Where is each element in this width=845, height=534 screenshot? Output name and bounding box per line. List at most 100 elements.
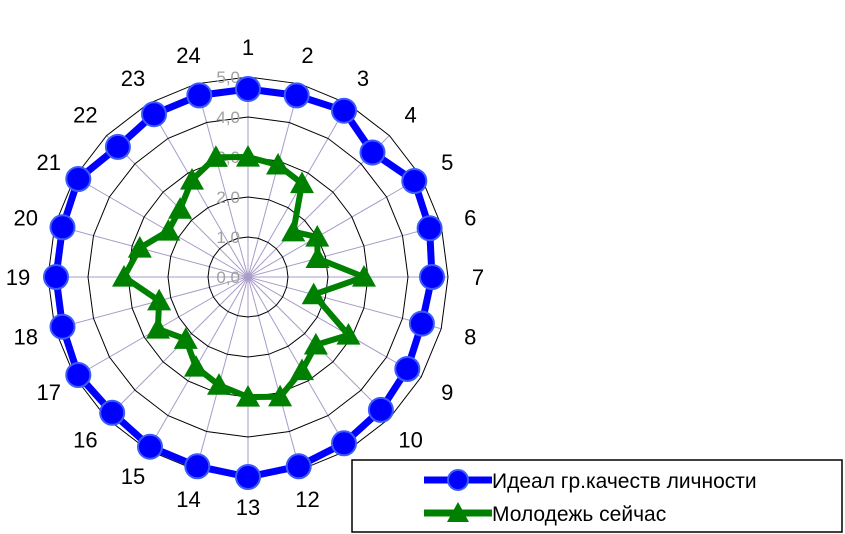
category-label: 20 — [14, 206, 38, 231]
data-point — [184, 453, 211, 480]
series-1 — [43, 76, 445, 490]
category-label: 1 — [242, 35, 254, 60]
data-point — [290, 171, 314, 194]
category-label: 12 — [295, 487, 319, 512]
data-point — [290, 358, 314, 381]
data-point — [173, 327, 198, 349]
spoke — [247, 276, 422, 378]
category-label: 21 — [37, 150, 61, 175]
data-point — [43, 264, 69, 290]
data-point — [305, 225, 330, 247]
series-2 — [112, 145, 376, 407]
data-point — [268, 384, 293, 407]
data-point — [112, 265, 136, 287]
spoke — [54, 224, 249, 278]
data-point — [336, 323, 361, 345]
grid-ring — [207, 236, 289, 318]
category-label: 23 — [121, 66, 145, 91]
data-point — [408, 310, 435, 337]
data-point — [104, 133, 131, 160]
category-label: 14 — [176, 487, 200, 512]
tick-label: 5,0 — [216, 68, 240, 87]
category-label: 10 — [398, 428, 422, 453]
data-point — [147, 288, 172, 311]
data-point — [283, 82, 310, 109]
data-point — [301, 282, 326, 305]
spoke — [247, 276, 442, 330]
spoke — [74, 176, 249, 278]
data-point — [352, 265, 376, 287]
spoke — [147, 103, 249, 278]
data-point — [394, 356, 421, 382]
category-label: 24 — [176, 43, 200, 68]
data-point — [65, 166, 92, 192]
data-point — [49, 313, 76, 340]
spoke — [247, 83, 301, 278]
tick-label: 1,0 — [216, 228, 240, 247]
data-point — [419, 264, 445, 290]
category-label: 16 — [73, 428, 97, 453]
data-point — [236, 145, 260, 167]
legend-label-series-1: Идеал гр.качеств личности — [492, 470, 757, 493]
data-point — [367, 396, 394, 423]
category-label: 5 — [441, 150, 453, 175]
category-label: 17 — [37, 380, 61, 405]
legend-marker-triangle — [447, 502, 469, 522]
radial-tick-labels: 0,01,02,03,04,05,0 — [216, 68, 240, 287]
series-layer — [43, 76, 445, 490]
data-point — [137, 433, 163, 460]
spoke — [247, 224, 442, 278]
legend-box — [351, 459, 843, 533]
category-label: 6 — [464, 206, 476, 231]
data-point — [207, 373, 232, 395]
data-point — [99, 399, 126, 426]
data-point — [266, 152, 291, 175]
category-label: 18 — [14, 325, 38, 350]
data-point — [401, 168, 428, 194]
tick-label: 0,0 — [216, 268, 240, 287]
data-point — [203, 145, 228, 167]
spoke — [195, 276, 249, 471]
legend-marker-circle — [447, 469, 469, 491]
data-point — [65, 362, 92, 388]
category-label: 4 — [404, 102, 416, 127]
data-point — [416, 215, 443, 242]
data-point — [235, 464, 261, 490]
spoke — [195, 83, 249, 278]
data-point — [235, 76, 261, 102]
data-point — [180, 168, 204, 190]
data-point — [331, 430, 357, 457]
legend-label-series-2: Молодежь сейчас — [492, 503, 666, 526]
category-label: 15 — [121, 464, 145, 489]
category-label: 3 — [357, 66, 369, 91]
category-label: 22 — [73, 102, 97, 127]
data-point — [236, 385, 260, 407]
category-label: 2 — [301, 43, 313, 68]
data-point — [331, 97, 357, 124]
category-label: 7 — [472, 265, 484, 290]
data-point — [184, 355, 208, 377]
data-point — [305, 246, 330, 268]
category-label: 9 — [441, 380, 453, 405]
data-point — [156, 219, 181, 241]
grid-ring — [87, 116, 409, 438]
spoke — [247, 276, 301, 471]
category-label: 19 — [6, 265, 30, 290]
data-point — [127, 236, 152, 258]
spoke — [247, 276, 349, 451]
data-point — [285, 453, 312, 480]
data-point — [359, 139, 386, 166]
category-label: 13 — [236, 495, 260, 520]
data-point — [145, 317, 170, 339]
data-point — [168, 197, 193, 219]
tick-label: 2,0 — [216, 188, 240, 207]
data-point — [281, 219, 306, 242]
data-point — [141, 101, 167, 128]
legend: Идеал гр.качеств личности Молодежь сейча… — [351, 459, 843, 533]
category-label: 8 — [464, 325, 476, 350]
tick-label: 4,0 — [216, 108, 240, 127]
data-point — [186, 82, 213, 109]
data-point — [49, 214, 76, 241]
data-point — [303, 332, 328, 355]
